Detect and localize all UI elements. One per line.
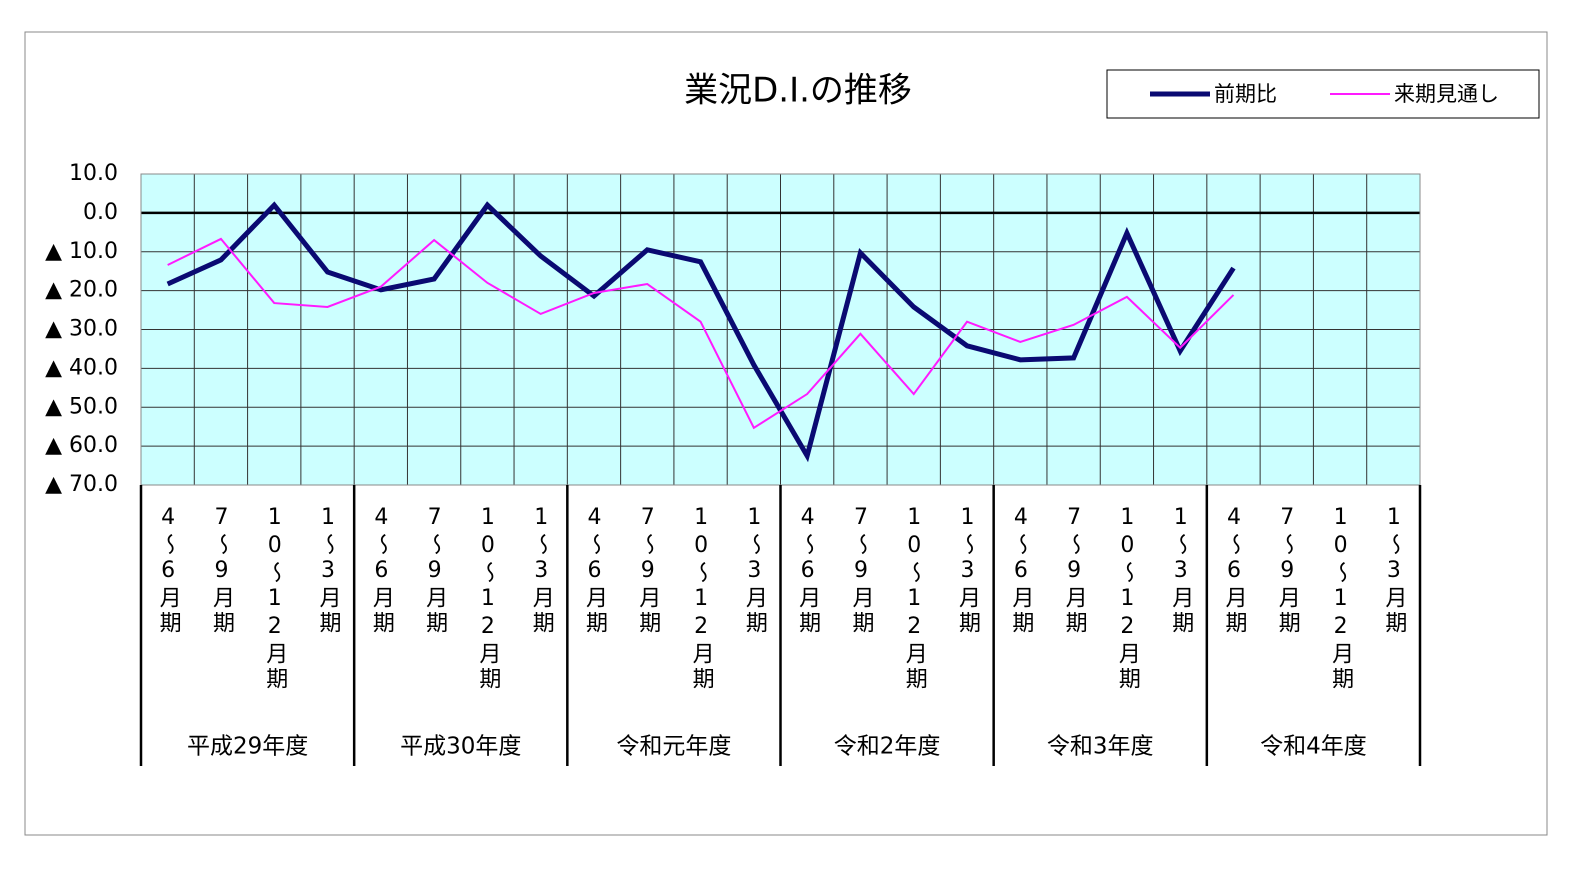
y-tick-label: ▲ 70.0 [45, 472, 118, 497]
group-label: 平成30年度 [400, 734, 521, 760]
x-tick-label: 10～12月期 [901, 505, 927, 692]
x-tick-label: 1～3月期 [1381, 505, 1407, 636]
y-tick-label: ▲ 30.0 [45, 317, 118, 342]
x-tick-label: 10～12月期 [262, 505, 288, 692]
y-tick-label: ▲ 10.0 [45, 239, 118, 264]
x-tick-label: 10～12月期 [1114, 505, 1140, 692]
group-label: 令和4年度 [1260, 734, 1367, 760]
x-tick-label: 10～12月期 [1328, 505, 1354, 692]
y-tick-label: ▲ 20.0 [45, 278, 118, 303]
y-tick-label: ▲ 60.0 [45, 433, 118, 458]
legend-label: 前期比 [1214, 82, 1277, 106]
x-tick-label: 1～3月期 [528, 505, 554, 636]
y-tick-label: ▲ 50.0 [45, 394, 118, 419]
x-tick-label: 10～12月期 [688, 505, 714, 692]
x-tick-label: 7～9月期 [422, 505, 448, 636]
x-tick-label: 7～9月期 [635, 505, 661, 636]
legend-label: 来期見通し [1394, 82, 1499, 106]
x-tick-label: 4～6月期 [155, 505, 181, 636]
series-line [166, 201, 1236, 463]
x-tick-label: 1～3月期 [955, 505, 981, 636]
x-tick-label: 7～9月期 [208, 505, 234, 636]
x-tick-label: 4～6月期 [368, 505, 394, 636]
group-label: 平成29年度 [187, 734, 308, 760]
x-tick-label: 7～9月期 [1274, 505, 1300, 636]
x-tick-label: 1～3月期 [315, 505, 341, 636]
chart-title: 業況D.I.の推移 [684, 71, 912, 111]
y-tick-label: 0.0 [83, 200, 118, 225]
x-tick-label: 1～3月期 [1168, 505, 1194, 636]
series-line [167, 237, 1235, 430]
x-tick-label: 1～3月期 [741, 505, 767, 636]
x-tick-label: 10～12月期 [475, 505, 501, 692]
x-tick-label: 7～9月期 [848, 505, 874, 636]
group-label: 令和元年度 [616, 734, 731, 760]
x-tick-label: 4～6月期 [1008, 505, 1034, 636]
x-tick-label: 7～9月期 [1061, 505, 1087, 636]
group-label: 令和2年度 [834, 734, 941, 760]
y-tick-label: 10.0 [69, 161, 118, 186]
x-tick-label: 4～6月期 [795, 505, 821, 636]
x-tick-label: 4～6月期 [1221, 505, 1247, 636]
group-label: 令和3年度 [1047, 734, 1154, 760]
x-tick-label: 4～6月期 [581, 505, 607, 636]
y-tick-label: ▲ 40.0 [45, 355, 118, 380]
